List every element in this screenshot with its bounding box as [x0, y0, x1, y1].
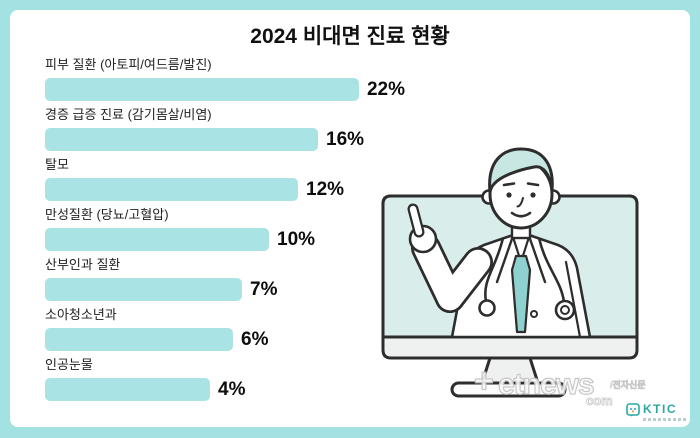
bar-category-label: 피부 질환 (아토피/여드름/발진)	[45, 57, 212, 72]
bar-value-label: 4%	[218, 379, 246, 400]
bar-value-label: 16%	[326, 129, 365, 150]
ktic-subtext-line	[643, 418, 687, 421]
bar	[45, 178, 298, 201]
bar	[45, 128, 318, 151]
bar-category-label: 탈모	[45, 157, 69, 172]
bar	[45, 78, 359, 101]
bar-track: 6%	[45, 328, 405, 351]
bar-track: 22%	[45, 78, 405, 101]
bar	[45, 378, 210, 401]
bar-category-label: 경증 급증 진료 (감기몸살/비염)	[45, 107, 212, 122]
doctor-head-icon	[481, 147, 561, 240]
doctor-body-icon	[407, 203, 592, 336]
chart-title: 2024 비대면 진료 현황	[250, 25, 450, 48]
bar-track: 7%	[45, 278, 405, 301]
chart-row: 소아청소년과 6%	[45, 307, 405, 351]
stethoscope-bell-icon	[478, 299, 496, 317]
bar-category-label: 산부인과 질환	[45, 257, 121, 272]
doctor-on-monitor-illustration	[381, 147, 639, 398]
hair-icon	[488, 147, 554, 194]
ktic-logo-icon	[626, 403, 640, 417]
chart-row: 경증 급증 진료 (감기몸살/비염) 16%	[45, 107, 405, 151]
bar-value-label: 6%	[241, 329, 269, 350]
chart-rows: 피부 질환 (아토피/여드름/발진) 22% 경증 급증 진료 (감기몸살/비염…	[45, 57, 405, 401]
chart-row: 산부인과 질환 7%	[45, 257, 405, 301]
bar-value-label: 12%	[306, 179, 345, 200]
bar-chart: 피부 질환 (아토피/여드름/발진) 22% 경증 급증 진료 (감기몸살/비염…	[45, 57, 405, 407]
bar-category-label: 인공눈물	[45, 357, 93, 372]
ktic-label-text: KTIC	[643, 402, 677, 416]
chart-row: 만성질환 (당뇨/고혈압) 10%	[45, 207, 405, 251]
chart-row: 피부 질환 (아토피/여드름/발진) 22%	[45, 57, 405, 101]
bar-value-label: 10%	[277, 229, 316, 250]
monitor-stand-icon	[450, 356, 567, 398]
bar	[45, 328, 233, 351]
bar-category-label: 소아청소년과	[45, 307, 117, 322]
bar-track: 12%	[45, 178, 405, 201]
ktic-logo: KTIC	[626, 403, 687, 421]
pointing-hand-icon	[407, 203, 493, 313]
bar-value-label: 22%	[366, 79, 405, 100]
bar-track: 4%	[45, 378, 405, 401]
bar-track: 16%	[45, 128, 405, 151]
bar	[45, 228, 269, 251]
chart-row: 탈모 12%	[45, 157, 405, 201]
stethoscope-diaphragm-icon	[554, 299, 576, 321]
chart-row: 인공눈물 4%	[45, 357, 405, 401]
bar	[45, 278, 242, 301]
bar-category-label: 만성질환 (당뇨/고혈압)	[45, 207, 169, 222]
bar-track: 10%	[45, 228, 405, 251]
bar-value-label: 7%	[250, 279, 278, 300]
